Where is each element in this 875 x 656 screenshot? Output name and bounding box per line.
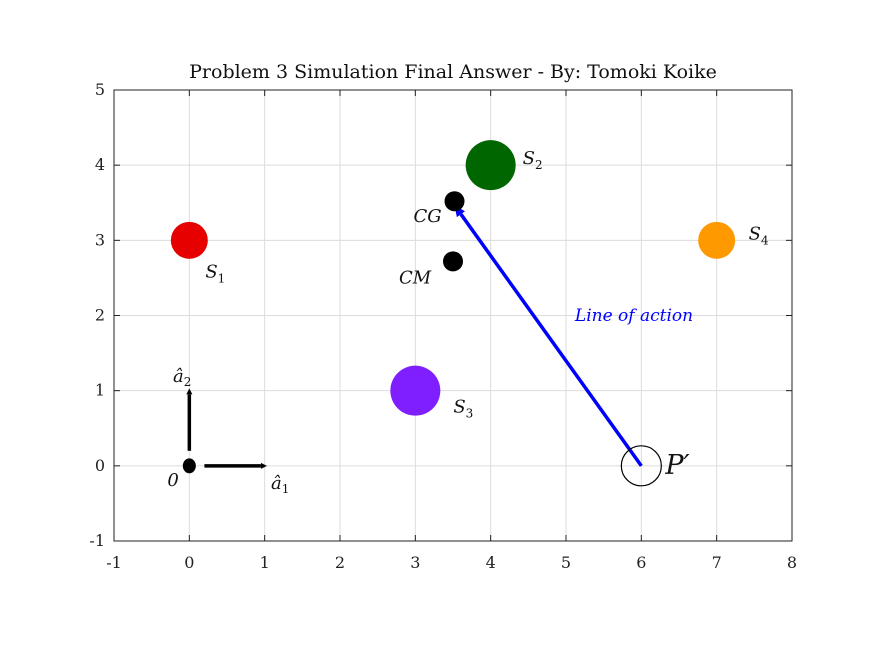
point-cm	[443, 251, 463, 272]
x-tick-label: -1	[106, 553, 122, 572]
line-of-action-shaft	[459, 213, 643, 467]
y-tick-label: 5	[95, 80, 105, 99]
body-s3	[390, 365, 441, 416]
x-tick-label: 3	[410, 553, 420, 572]
x-tick-label: 8	[787, 553, 797, 572]
body-label-s1: S1	[205, 261, 225, 285]
y-tick-label: -1	[89, 531, 105, 550]
vectors	[186, 205, 643, 469]
x-tick-label: 5	[561, 553, 571, 572]
x-tick-label: 0	[184, 553, 194, 572]
point-label-cm: CM	[399, 267, 432, 288]
basis-vector-label-1: â1	[271, 473, 289, 496]
y-tick-label: 2	[95, 306, 105, 325]
body-s1	[170, 221, 208, 259]
x-tick-label: 7	[712, 553, 722, 572]
basis-vector-label-2: â2	[173, 366, 191, 389]
y-tick-label: 1	[95, 381, 105, 400]
point-label-cg: CG	[414, 206, 442, 227]
x-tick-label: 4	[486, 553, 496, 572]
point-label-origin: 0	[167, 470, 178, 491]
line-of-action-label: Line of action	[574, 306, 693, 326]
y-tick-label: 0	[95, 456, 105, 475]
reference-point-label: P′	[664, 450, 689, 481]
chart-title: Problem 3 Simulation Final Answer - By: …	[189, 61, 717, 83]
basis-vector-2-head	[186, 388, 193, 395]
y-tick-label: 3	[95, 230, 105, 249]
body-s4	[698, 221, 736, 259]
body-label-s2: S2	[523, 148, 543, 172]
x-tick-label: 1	[260, 553, 270, 572]
chart-labels: -1 0 1 2 3 4 5 6 7 8 -1 0 1 2 3 4 5 S1 S2 S3 S4 CG CM 0 P′ Line o…	[89, 80, 797, 572]
chart-marks	[170, 140, 736, 487]
y-tick-label: 4	[95, 155, 105, 174]
point-cg	[444, 191, 465, 212]
basis-vector-1-head	[260, 462, 267, 469]
plot-frame	[113, 89, 793, 542]
body-label-s4: S4	[749, 223, 769, 247]
body-label-s3: S3	[453, 397, 473, 421]
body-s2	[465, 140, 516, 191]
x-tick-label: 2	[335, 553, 345, 572]
x-tick-label: 6	[636, 553, 646, 572]
reference-point-circle	[620, 445, 662, 487]
origin-point	[182, 458, 196, 474]
